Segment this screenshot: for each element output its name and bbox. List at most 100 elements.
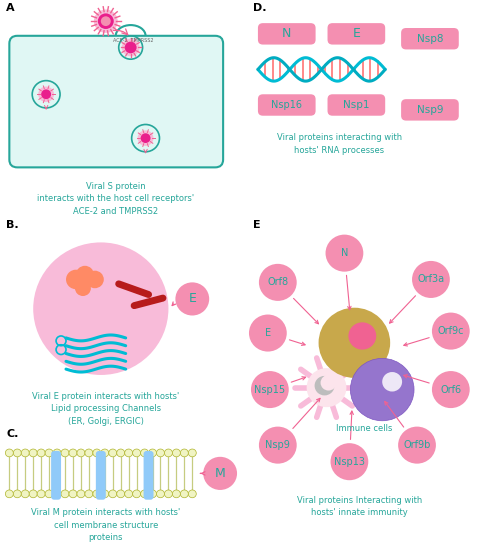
Circle shape — [61, 490, 69, 498]
Circle shape — [117, 490, 124, 498]
Text: Nsp8: Nsp8 — [416, 34, 442, 43]
Circle shape — [69, 490, 77, 498]
Text: E: E — [188, 293, 196, 305]
Circle shape — [13, 449, 21, 457]
Text: Immune cells: Immune cells — [335, 424, 392, 433]
Circle shape — [76, 266, 94, 283]
Circle shape — [45, 490, 53, 498]
Circle shape — [180, 449, 188, 457]
Circle shape — [53, 490, 61, 498]
Text: E: E — [264, 328, 270, 338]
Circle shape — [148, 490, 156, 498]
Circle shape — [258, 427, 296, 464]
Text: Orf8: Orf8 — [267, 277, 288, 287]
Circle shape — [330, 443, 367, 480]
Text: M: M — [214, 467, 225, 480]
Circle shape — [93, 490, 101, 498]
FancyBboxPatch shape — [400, 28, 458, 50]
Text: N: N — [340, 248, 347, 258]
Circle shape — [141, 449, 148, 457]
Circle shape — [306, 368, 346, 407]
Circle shape — [347, 322, 375, 350]
Circle shape — [108, 490, 117, 498]
Circle shape — [69, 449, 77, 457]
Circle shape — [37, 449, 45, 457]
Circle shape — [164, 449, 172, 457]
Text: Nsp1: Nsp1 — [343, 100, 369, 110]
FancyBboxPatch shape — [96, 451, 105, 500]
Circle shape — [75, 280, 91, 296]
Circle shape — [431, 371, 469, 408]
Circle shape — [53, 449, 61, 457]
Circle shape — [94, 9, 118, 33]
Circle shape — [85, 449, 93, 457]
FancyBboxPatch shape — [9, 36, 223, 167]
Circle shape — [258, 264, 296, 301]
Text: Nsp16: Nsp16 — [271, 100, 302, 110]
Circle shape — [37, 490, 45, 498]
Circle shape — [250, 371, 288, 408]
Circle shape — [431, 312, 469, 350]
Circle shape — [66, 270, 86, 289]
Circle shape — [156, 490, 164, 498]
Circle shape — [411, 261, 449, 298]
Circle shape — [203, 457, 237, 490]
Circle shape — [248, 315, 286, 351]
Circle shape — [93, 449, 101, 457]
Circle shape — [101, 490, 108, 498]
FancyBboxPatch shape — [257, 94, 315, 116]
Circle shape — [397, 427, 435, 464]
Circle shape — [314, 376, 334, 395]
Circle shape — [132, 449, 141, 457]
Circle shape — [124, 449, 132, 457]
Circle shape — [45, 449, 53, 457]
Circle shape — [132, 490, 141, 498]
FancyBboxPatch shape — [327, 23, 385, 45]
FancyBboxPatch shape — [257, 23, 315, 45]
Circle shape — [13, 490, 21, 498]
Circle shape — [5, 449, 13, 457]
Circle shape — [98, 13, 114, 29]
Circle shape — [124, 42, 136, 53]
Circle shape — [77, 490, 85, 498]
Circle shape — [188, 490, 196, 498]
Circle shape — [29, 490, 37, 498]
Text: Viral proteins interacting with
hosts' RNA processes: Viral proteins interacting with hosts' R… — [276, 133, 401, 155]
Circle shape — [21, 449, 29, 457]
Circle shape — [101, 16, 111, 26]
Text: Orf6: Orf6 — [439, 384, 461, 394]
Circle shape — [148, 449, 156, 457]
Text: B.: B. — [6, 220, 19, 230]
Text: Viral M protein interacts with hosts'
cell membrane structure
proteins: Viral M protein interacts with hosts' ce… — [31, 508, 180, 542]
Text: C.: C. — [6, 430, 19, 439]
Circle shape — [117, 449, 124, 457]
Circle shape — [141, 133, 150, 143]
Circle shape — [318, 307, 389, 378]
Circle shape — [21, 490, 29, 498]
Circle shape — [180, 490, 188, 498]
Circle shape — [38, 86, 54, 102]
FancyBboxPatch shape — [51, 451, 61, 500]
Text: D.: D. — [252, 3, 266, 13]
Text: A: A — [6, 3, 15, 13]
Circle shape — [175, 282, 209, 316]
Text: Viral proteins Interacting with
hosts' innate immunity: Viral proteins Interacting with hosts' i… — [296, 496, 421, 518]
Circle shape — [137, 130, 153, 146]
Circle shape — [124, 490, 132, 498]
Circle shape — [5, 490, 13, 498]
Circle shape — [108, 449, 117, 457]
Circle shape — [122, 39, 139, 56]
Circle shape — [382, 372, 401, 392]
Circle shape — [156, 449, 164, 457]
Circle shape — [325, 235, 363, 272]
Circle shape — [164, 490, 172, 498]
Text: Nsp13: Nsp13 — [333, 456, 364, 467]
FancyBboxPatch shape — [400, 99, 458, 120]
Circle shape — [172, 490, 180, 498]
Circle shape — [33, 243, 168, 375]
Circle shape — [101, 449, 108, 457]
Circle shape — [86, 271, 103, 288]
Text: Nsp9: Nsp9 — [265, 440, 290, 450]
Circle shape — [320, 375, 336, 390]
Circle shape — [141, 490, 148, 498]
